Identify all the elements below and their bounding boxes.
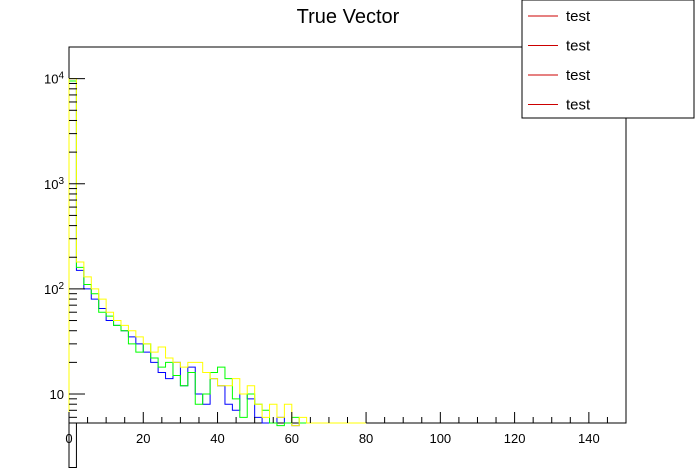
x-tick-label: 100 bbox=[429, 431, 451, 446]
y-tick-label: 10 bbox=[50, 387, 64, 402]
legend-box bbox=[521, 0, 695, 119]
legend-label-0: test bbox=[566, 8, 591, 25]
y-axis: 10 102 103 104 bbox=[44, 46, 85, 418]
x-axis: 0 20 40 60 80 100 120 140 bbox=[65, 412, 627, 446]
series-3-line bbox=[68, 78, 367, 427]
series-0-line bbox=[68, 422, 144, 468]
y-tick-label: 103 bbox=[44, 175, 64, 192]
legend: test test test test bbox=[521, 0, 695, 119]
legend-label-1: test bbox=[566, 38, 591, 55]
x-tick-label: 40 bbox=[210, 431, 224, 446]
y-tick-label: 102 bbox=[44, 280, 64, 297]
x-tick-label: 120 bbox=[504, 431, 526, 446]
x-tick-label: 140 bbox=[578, 431, 600, 446]
y-tick-label: 104 bbox=[44, 70, 64, 87]
x-tick-label: 0 bbox=[65, 431, 72, 446]
x-tick-label: 20 bbox=[136, 431, 150, 446]
series-2-line bbox=[68, 80, 367, 427]
series-layer bbox=[68, 78, 367, 468]
x-tick-label: 60 bbox=[285, 431, 299, 446]
legend-label-3: test bbox=[566, 97, 591, 114]
series-1-line bbox=[68, 82, 367, 427]
chart-title: True Vector bbox=[297, 6, 400, 28]
legend-label-2: test bbox=[566, 67, 591, 84]
x-tick-label: 80 bbox=[359, 431, 373, 446]
